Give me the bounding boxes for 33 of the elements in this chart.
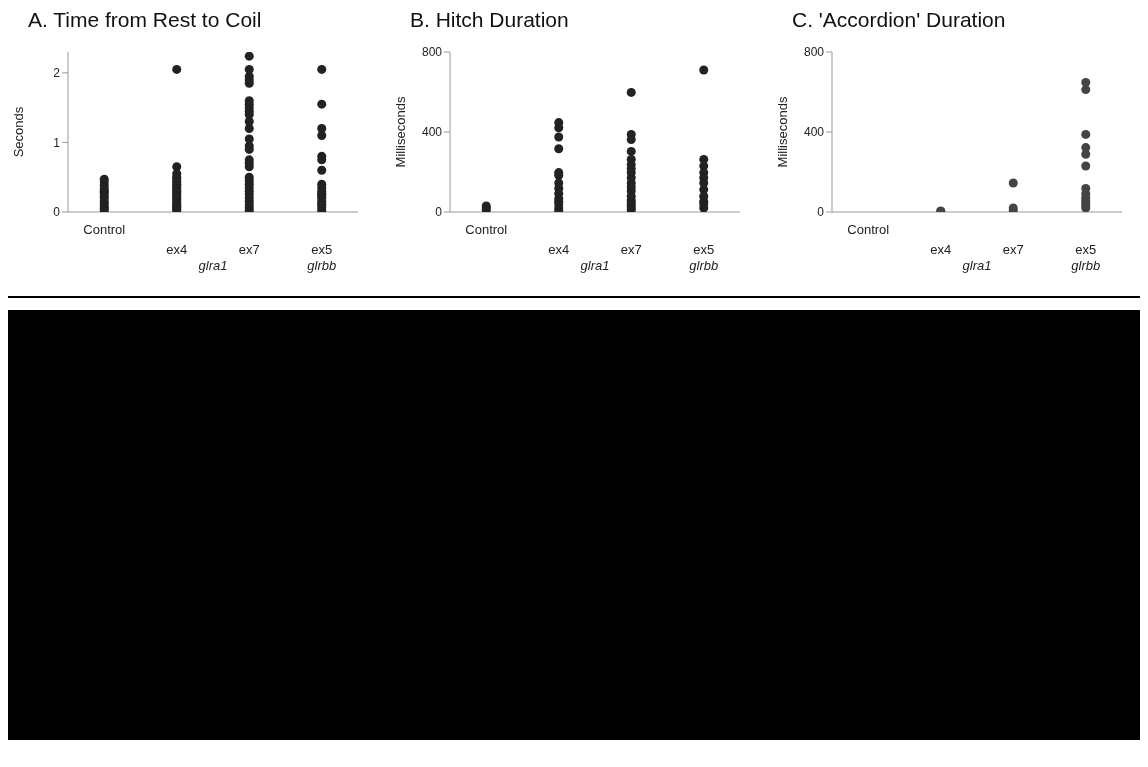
y-axis-title: Milliseconds: [392, 96, 408, 168]
chart-title: A. Time from Rest to Coil: [27, 8, 263, 33]
x-tick-label: ex5: [693, 242, 715, 257]
x-tick-label: ex4: [166, 242, 188, 257]
x-tick-label: ex5: [311, 242, 333, 257]
x-tick-label: ex4: [548, 242, 570, 257]
y-tick-label: 0: [435, 205, 443, 220]
text: glra1: [197, 258, 229, 273]
text: glra1: [961, 258, 993, 273]
y-tick-label: 0: [53, 205, 61, 220]
y-tick-label: 800: [803, 45, 825, 60]
y-tick-label: 400: [803, 125, 825, 140]
y-axis-title: Milliseconds: [774, 96, 790, 168]
y-tick-label: 800: [421, 45, 443, 60]
y-tick-label: 1: [53, 135, 61, 150]
y-axis-title: Seconds: [10, 106, 26, 158]
chart-title: B. Hitch Duration: [409, 8, 570, 33]
text: glrbb: [688, 258, 720, 273]
x-tick-label: ex4: [930, 242, 952, 257]
text: glra1: [579, 258, 611, 273]
text: glrbb: [1070, 258, 1102, 273]
text: glrbb: [306, 258, 338, 273]
y-tick-label: 0: [817, 205, 825, 220]
x-tick-label: ex7: [620, 242, 642, 257]
x-tick-label: ex7: [1002, 242, 1024, 257]
x-tick-label: Control: [847, 222, 890, 237]
x-tick-label: Control: [465, 222, 508, 237]
y-tick-label: 400: [421, 125, 443, 140]
y-tick-label: 2: [53, 66, 61, 81]
x-tick-label: Control: [83, 222, 126, 237]
chart-title: C. 'Accordion' Duration: [791, 8, 1007, 33]
x-tick-label: ex5: [1075, 242, 1097, 257]
x-tick-label: ex7: [238, 242, 260, 257]
